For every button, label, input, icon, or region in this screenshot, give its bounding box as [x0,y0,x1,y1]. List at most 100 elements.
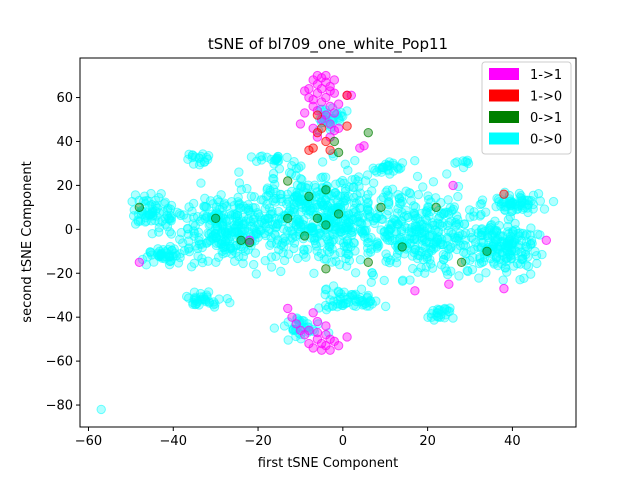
point-0-0 [270,230,281,240]
point-0-0 [309,268,319,279]
point-0-0 [254,224,264,235]
point-0-0 [508,250,519,260]
point-0-0 [531,251,542,261]
point-0-0 [346,225,356,236]
point-0-0 [476,198,487,209]
point-0-0 [504,228,514,239]
point-0-1 [236,235,246,246]
point-0-0 [350,268,361,278]
point-0-0 [363,248,373,258]
point-0-0 [443,195,453,205]
point-0-0 [490,216,500,226]
point-0-0 [238,201,249,211]
point-0-0 [459,219,470,229]
point-0-0 [265,185,275,196]
point-0-0 [258,195,268,205]
point-0-0 [393,204,403,214]
point-0-0 [518,254,528,265]
point-0-0 [266,262,277,272]
point-0-0 [196,157,206,168]
point-1-1 [342,332,352,342]
point-0-0 [146,188,156,199]
point-0-1 [312,213,323,224]
point-1-1 [308,308,318,318]
point-0-0 [267,206,277,217]
point-0-0 [410,155,420,166]
point-0-0 [279,255,290,266]
legend-entry-label: 0->0 [530,133,562,148]
point-0-0 [481,268,491,278]
point-0-0 [469,211,479,221]
point-0-0 [372,243,382,253]
point-1-0 [325,145,335,155]
point-0-0 [491,252,502,262]
point-0-0 [246,152,257,162]
point-0-0 [355,255,366,265]
point-0-0 [355,203,366,213]
point-1-0 [304,145,314,155]
point-0-0 [251,269,261,279]
point-0-0 [355,217,365,227]
point-1-1 [541,235,552,246]
legend-entry-label: 1->0 [530,90,562,105]
point-0-0 [438,254,449,265]
point-0-0 [176,210,186,221]
point-0-0 [141,260,152,270]
legend-swatch [489,132,519,145]
point-0-0 [494,197,504,207]
point-0-0 [428,177,439,187]
point-0-0 [316,173,326,183]
point-1-1 [134,257,145,267]
point-1-1 [295,119,306,129]
point-0-0 [404,226,414,237]
point-0-0 [389,214,399,224]
point-0-0 [440,263,450,273]
point-0-0 [322,245,333,255]
point-0-0 [276,266,286,277]
point-0-0 [338,300,348,311]
point-0-0 [340,186,351,197]
point-0-0 [337,230,348,240]
point-1-1 [321,330,331,340]
point-0-0 [334,114,344,124]
point-0-0 [453,191,463,202]
point-0-0 [320,204,330,215]
point-0-0 [357,227,368,238]
y-axis-label: second tSNE Component [20,161,35,322]
point-1-1 [283,303,293,314]
point-0-0 [480,207,491,217]
scatter-points [96,70,559,415]
x-axis-label: first tSNE Component [258,456,398,471]
point-1-1 [316,345,327,355]
point-0-0 [337,175,348,186]
point-0-1 [397,242,407,252]
point-0-1 [304,191,314,202]
point-0-0 [433,305,444,316]
point-0-0 [299,220,309,230]
point-0-0 [232,219,242,230]
point-1-0 [321,136,331,147]
point-0-0 [191,294,201,304]
point-0-0 [335,235,345,245]
point-0-0 [330,187,341,198]
point-0-0 [189,258,200,269]
point-1-1 [287,312,297,322]
point-0-0 [466,227,476,238]
point-0-0 [282,189,293,200]
point-0-1 [244,237,255,248]
point-1-1 [359,141,369,151]
point-0-0 [413,267,423,277]
point-0-0 [156,189,166,199]
point-0-0 [418,182,428,192]
point-0-0 [330,221,340,232]
point-0-0 [130,190,141,200]
point-0-0 [493,260,503,271]
point-0-1 [456,257,467,267]
point-0-0 [508,261,519,271]
point-0-0 [413,189,424,200]
point-0-0 [307,203,318,213]
point-1-1 [325,345,335,355]
point-0-0 [199,294,209,304]
point-0-0 [350,155,360,166]
